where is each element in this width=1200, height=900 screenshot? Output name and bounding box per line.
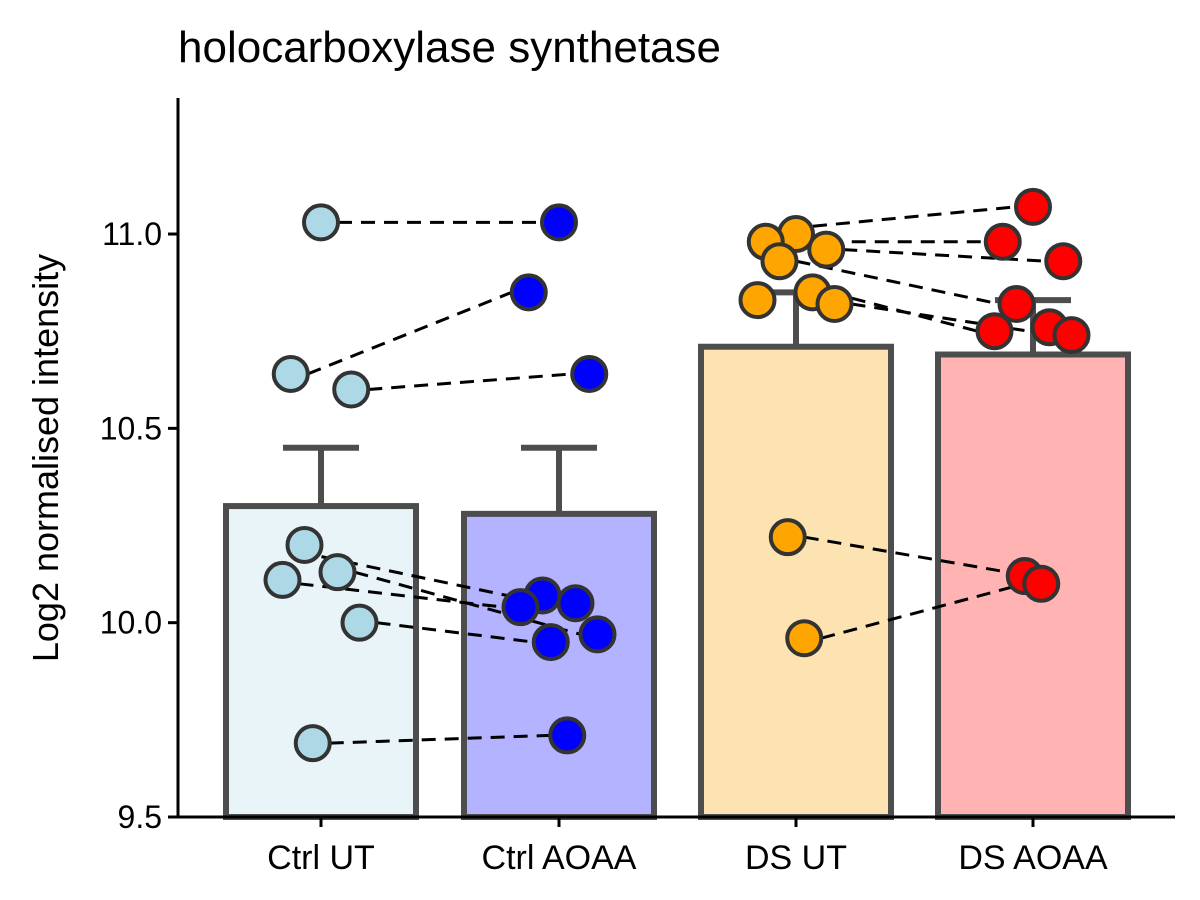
data-point-ctrl-aoaa [556,584,595,623]
x-tick-label: Ctrl AOAA [482,839,637,877]
data-point-ds-ut [768,518,807,557]
pair-line [796,259,1000,306]
bar-ctrl-ut [223,503,419,820]
data-point-ctrl-aoaa [540,203,578,242]
y-ticks-layer: 9.5 10.0 10.5 11.0 [100,216,178,835]
bar-ds-ut [698,343,894,820]
data-point-ds-aoaa [983,222,1022,261]
points-layer [263,187,1091,763]
pair-line [307,290,513,376]
y-tick-label: 10.0 [100,605,162,641]
pair-line [376,621,534,644]
data-point-ds-ut [785,619,824,658]
data-point-ctrl-aoaa [509,273,548,312]
data-point-ctrl-ut [332,370,371,409]
pair-lines-layer [299,205,1055,745]
data-point-ds-ut [760,242,799,281]
axes-layer [176,98,1175,819]
data-point-ds-aoaa [1052,316,1091,355]
x-tick-label: Ctrl UT [267,839,375,877]
data-point-ctrl-aoaa [548,716,587,755]
pair-line [843,248,1047,263]
data-point-ds-ut [815,284,854,323]
data-point-ctrl-ut [271,354,310,393]
data-point-ds-ut [738,281,777,320]
y-tick-label: 9.5 [118,799,162,835]
pair-line [851,302,1055,337]
data-point-ctrl-ut [263,560,302,599]
data-point-ctrl-ut [318,553,357,592]
data-point-ds-ut [807,230,846,269]
pair-line [820,582,1025,640]
data-point-ctrl-aoaa [501,588,540,627]
data-point-ctrl-ut [293,724,332,763]
data-point-ds-aoaa [1014,187,1052,226]
chart-title: holocarboxylase synthetase [178,23,721,72]
data-point-ctrl-aoaa [570,354,609,393]
data-point-ctrl-ut [340,603,379,642]
x-ticks-layer: Ctrl UT Ctrl AOAA DS UT DS AOAA [267,817,1108,877]
y-tick-label: 10.5 [100,410,162,446]
data-point-ds-aoaa [1022,564,1061,603]
data-point-ctrl-aoaa [531,623,570,662]
data-point-ds-aoaa [1044,242,1083,281]
data-point-ds-aoaa [975,312,1014,351]
data-point-ds-aoaa [997,284,1036,323]
x-tick-label: DS AOAA [958,839,1108,877]
pair-line [329,733,551,745]
x-tick-label: DS UT [745,839,847,877]
data-point-ctrl-aoaa [578,615,617,654]
y-tick-label: 11.0 [102,216,162,252]
data-point-ctrl-ut [285,525,324,564]
pair-line [812,205,1017,228]
pair-line [804,535,1009,574]
bar-ctrl-aoaa [461,510,657,820]
bars-layer [223,343,1131,820]
y-axis-label: Log2 normalised intensity [25,254,66,662]
data-point-ctrl-ut [302,203,340,242]
pair-line [368,372,573,391]
pair-line [321,555,526,601]
